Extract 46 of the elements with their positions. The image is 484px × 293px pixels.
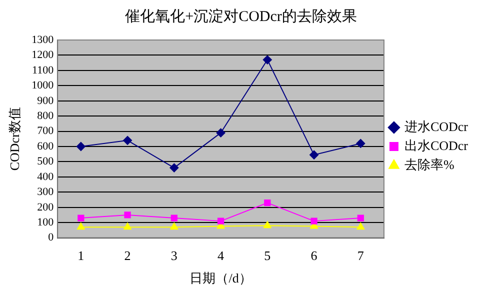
y-tick-label: 500 [37, 156, 54, 168]
y-tick-label: 0 [48, 232, 54, 244]
point [216, 128, 226, 138]
point [124, 212, 131, 218]
y-tick-label: 900 [37, 94, 54, 107]
point [123, 136, 132, 145]
point [356, 138, 366, 148]
point [76, 222, 85, 230]
chart-title: 催化氧化+沉淀对CODcr的去除效果 [125, 8, 357, 25]
y-tick-label: 100 [37, 216, 54, 228]
legend-label: 进水CODcr [404, 118, 469, 134]
x-tick-label: 5 [264, 248, 271, 264]
point [310, 150, 319, 160]
x-tick-label: 4 [218, 248, 225, 264]
point [217, 218, 224, 224]
y-tick-label: 1000 [32, 80, 54, 92]
x-tick-label: 1 [78, 248, 84, 264]
point [170, 163, 179, 172]
legend-label: 去除率% [404, 156, 454, 172]
y-tick-label: 200 [37, 201, 54, 214]
point [356, 222, 365, 230]
point [78, 214, 84, 222]
x-tick-label: 2 [124, 248, 131, 264]
point [170, 222, 178, 230]
y-tick-label: 300 [37, 186, 54, 198]
point [170, 214, 178, 222]
y-tick-label: 700 [37, 125, 54, 138]
point [264, 199, 271, 206]
y-tick-label: 400 [37, 170, 54, 183]
y-tick-label: 1200 [32, 49, 54, 62]
x-axis-title: 日期（/d） [190, 270, 252, 286]
x-tick-label: 6 [310, 248, 318, 264]
y-tick-label: 800 [37, 110, 54, 122]
legend-label: 出水CODcr [404, 138, 469, 153]
point [76, 142, 86, 152]
point [310, 218, 318, 224]
y-tick-label: 1300 [32, 34, 54, 46]
point [124, 222, 132, 230]
point [262, 55, 272, 64]
y-tick-label: 1100 [32, 64, 54, 76]
y-tick-label: 600 [37, 140, 54, 152]
point [263, 221, 272, 228]
point [357, 214, 364, 222]
x-tick-label: 3 [170, 248, 178, 264]
x-tick-label: 7 [357, 248, 364, 264]
y-axis-title: CODcr数值 [7, 107, 22, 171]
